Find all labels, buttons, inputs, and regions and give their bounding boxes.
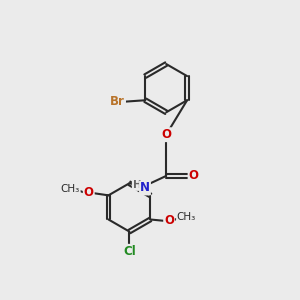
- Text: O: O: [189, 169, 199, 182]
- Text: O: O: [161, 128, 171, 141]
- Text: Cl: Cl: [123, 245, 136, 258]
- Text: O: O: [164, 214, 174, 227]
- Text: Br: Br: [110, 95, 125, 108]
- Text: CH₃: CH₃: [61, 184, 80, 194]
- Text: N: N: [140, 182, 150, 194]
- Text: H: H: [133, 180, 141, 190]
- Text: CH₃: CH₃: [177, 212, 196, 222]
- Text: O: O: [84, 187, 94, 200]
